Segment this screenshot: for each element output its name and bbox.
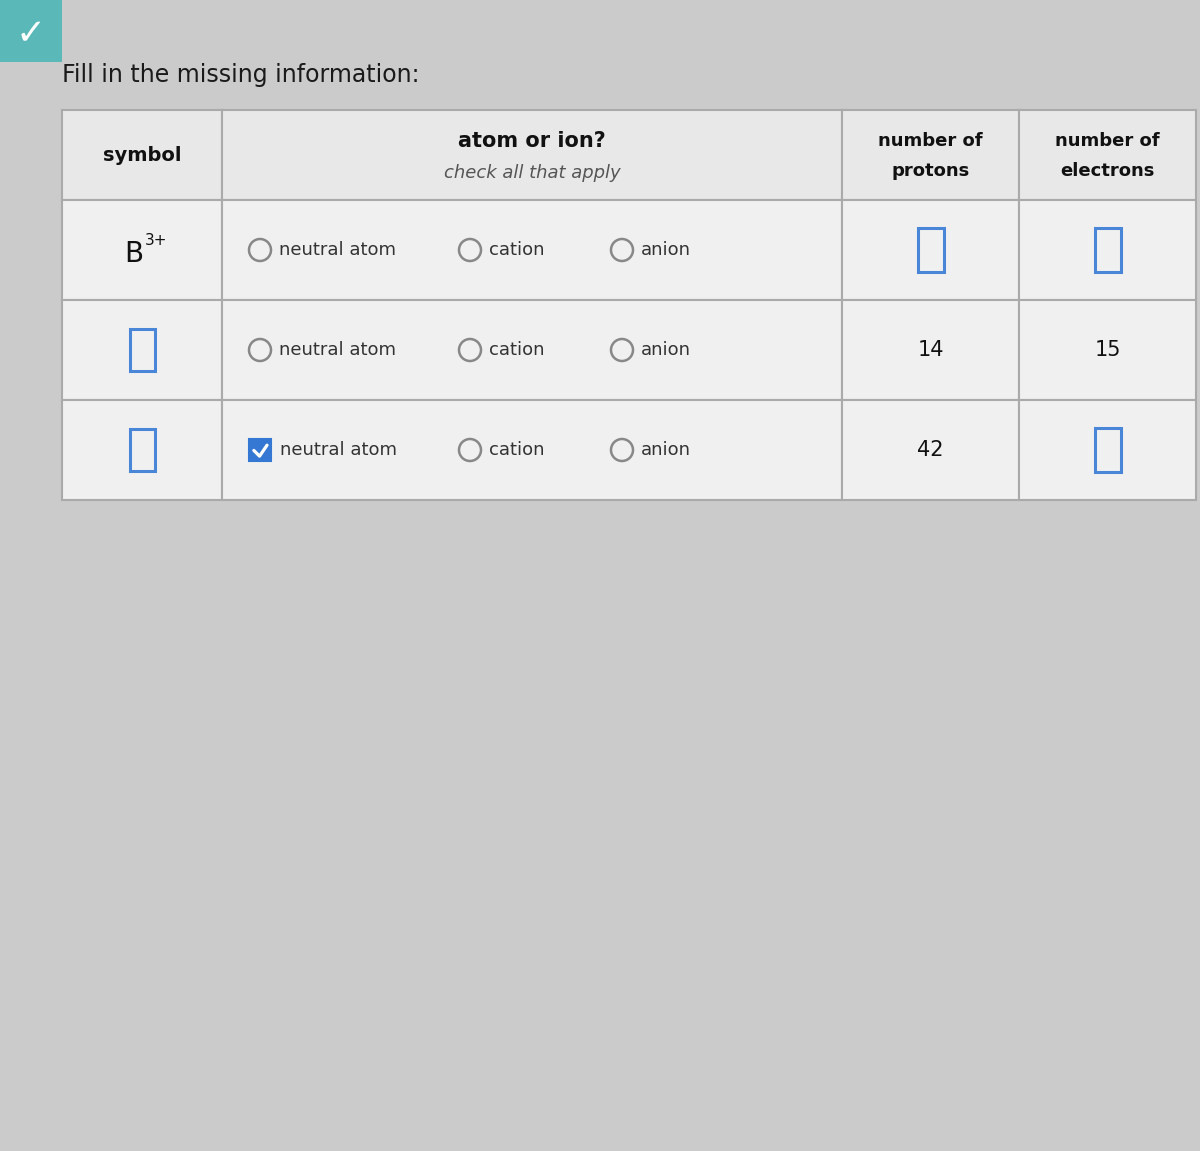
Bar — [842, 110, 1019, 200]
Bar — [842, 300, 1019, 401]
Bar — [250, 439, 271, 462]
Text: check all that apply: check all that apply — [444, 163, 620, 182]
Text: 42: 42 — [917, 440, 943, 460]
Text: cation: cation — [490, 341, 545, 359]
Bar — [62, 300, 222, 401]
Text: B: B — [125, 241, 144, 268]
Text: protons: protons — [892, 162, 970, 180]
Bar — [1019, 300, 1196, 401]
Bar — [1019, 110, 1196, 200]
Text: number of: number of — [878, 132, 983, 150]
Bar — [222, 200, 842, 300]
Text: neutral atom: neutral atom — [278, 241, 396, 259]
Text: neutral atom: neutral atom — [278, 341, 396, 359]
Bar — [1019, 200, 1196, 300]
Bar — [842, 401, 1019, 500]
Text: anion: anion — [641, 241, 691, 259]
Bar — [1094, 228, 1121, 272]
Text: ✓: ✓ — [16, 17, 46, 51]
Bar — [222, 300, 842, 401]
Bar — [62, 401, 222, 500]
Text: symbol: symbol — [103, 145, 181, 165]
Text: atom or ion?: atom or ion? — [458, 131, 606, 151]
Bar — [1019, 401, 1196, 500]
Bar — [918, 228, 943, 272]
Bar — [130, 329, 155, 371]
Bar — [62, 110, 222, 200]
Text: Fill in the missing information:: Fill in the missing information: — [62, 63, 420, 87]
Bar — [222, 110, 842, 200]
Text: 3+: 3+ — [145, 233, 167, 247]
Text: cation: cation — [490, 441, 545, 459]
Bar — [130, 429, 155, 471]
Bar — [842, 200, 1019, 300]
Text: anion: anion — [641, 441, 691, 459]
Text: cation: cation — [490, 241, 545, 259]
Text: 14: 14 — [917, 340, 943, 360]
Text: electrons: electrons — [1061, 162, 1154, 180]
Bar — [222, 401, 842, 500]
Bar — [0, 0, 62, 62]
Text: anion: anion — [641, 341, 691, 359]
Text: number of: number of — [1055, 132, 1160, 150]
Bar — [1094, 428, 1121, 472]
Text: 15: 15 — [1094, 340, 1121, 360]
Text: neutral atom: neutral atom — [280, 441, 397, 459]
Bar — [62, 200, 222, 300]
